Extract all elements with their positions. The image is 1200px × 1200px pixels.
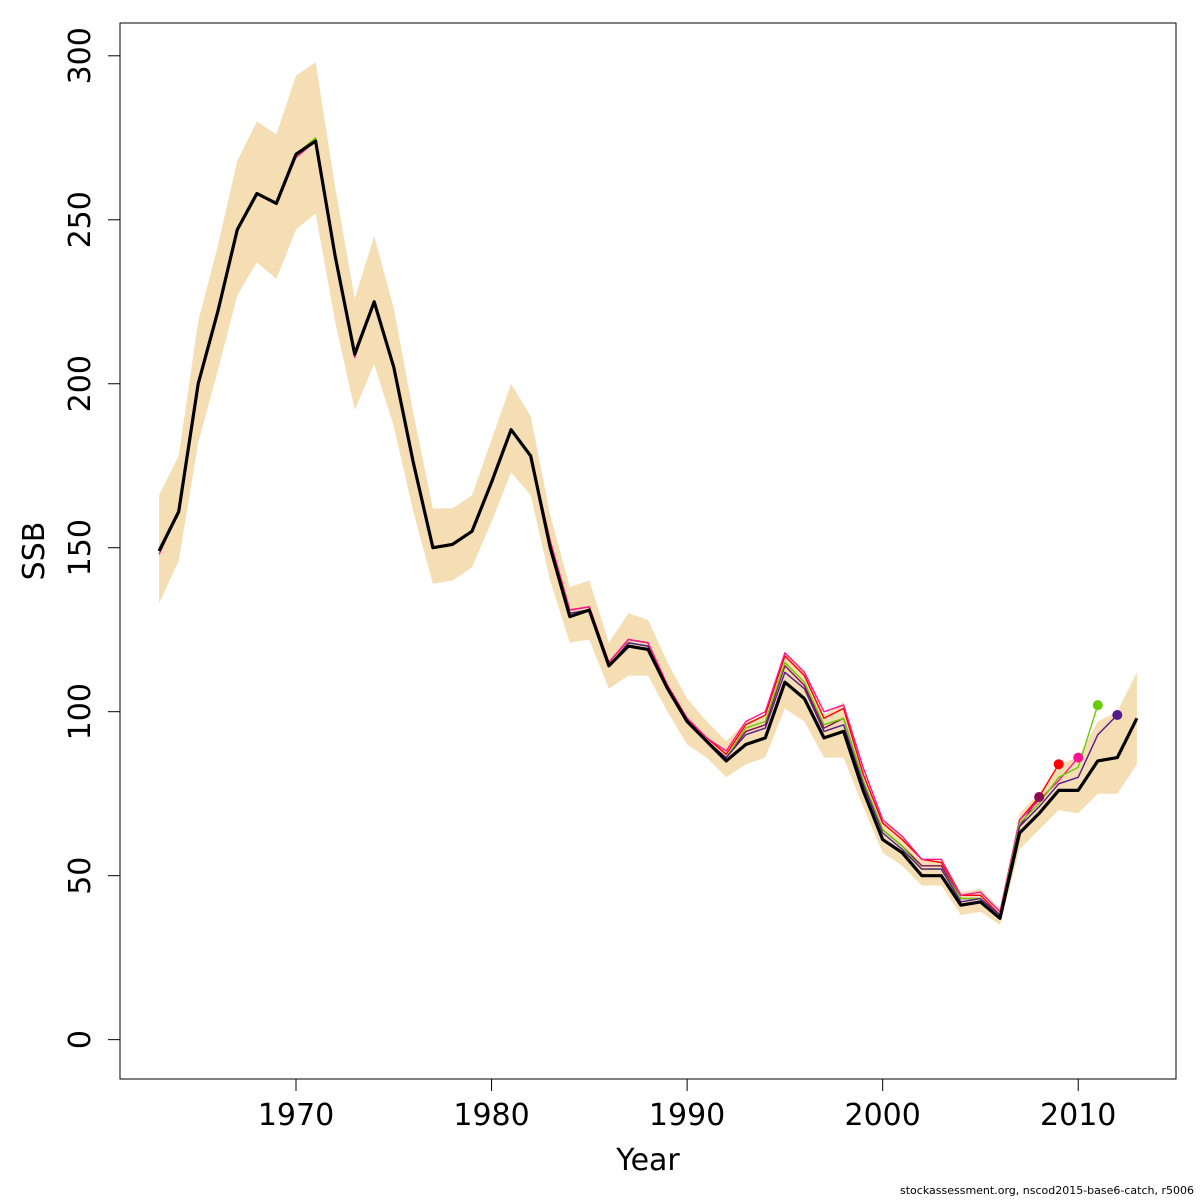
y-tick-label: 100 <box>63 683 98 740</box>
retro-endpoint-marker-4 <box>1092 700 1103 711</box>
y-tick-label: 250 <box>63 191 98 248</box>
x-tick-label: 1990 <box>649 1098 725 1133</box>
endpoint-markers-layer <box>1034 700 1123 802</box>
main-line-layer <box>157 139 1139 920</box>
footnote: stockassessment.org, nscod2015-base6-cat… <box>900 1184 1194 1197</box>
x-axis-title: Year <box>615 1143 680 1178</box>
y-axis: 0 50 100 150 200 250 300 <box>63 27 121 1049</box>
x-tick-label: 2000 <box>844 1098 920 1133</box>
y-tick-label: 300 <box>63 27 98 84</box>
retro-endpoint-marker-5 <box>1112 710 1123 720</box>
y-tick-label: 50 <box>63 857 98 895</box>
x-tick-label: 2010 <box>1040 1098 1116 1133</box>
y-axis-title: SSB <box>17 522 52 581</box>
confidence-band <box>159 62 1137 925</box>
y-tick-label: 0 <box>63 1030 98 1049</box>
retro-endpoint-marker-3 <box>1073 752 1084 763</box>
retro-endpoint-marker-2 <box>1053 759 1064 770</box>
x-tick-label: 1970 <box>258 1098 334 1133</box>
x-tick-label: 1980 <box>453 1098 529 1133</box>
ssb-main-line <box>157 139 1139 920</box>
y-tick-label: 200 <box>63 355 98 412</box>
confidence-band-layer <box>159 62 1137 925</box>
y-tick-label: 150 <box>63 519 98 576</box>
x-axis: 1970 1980 1990 2000 2010 <box>258 1078 1116 1133</box>
retro-endpoint-marker-1 <box>1034 792 1045 802</box>
